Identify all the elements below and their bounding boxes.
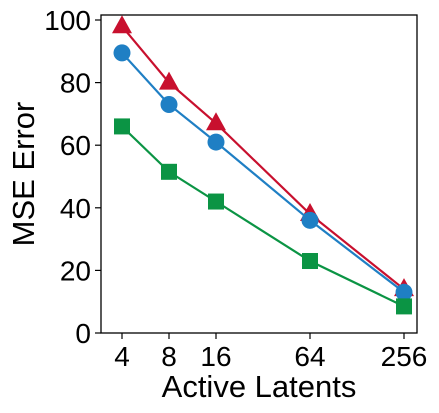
data-point bbox=[396, 298, 412, 315]
plot-series bbox=[112, 15, 414, 315]
data-point bbox=[395, 283, 413, 301]
x-axis-label: Active Latents bbox=[162, 369, 357, 404]
data-point bbox=[112, 15, 132, 34]
plot-frame bbox=[100, 14, 418, 334]
series-line bbox=[121, 125, 405, 308]
data-point bbox=[160, 96, 178, 114]
y-axis-label: MSE Error bbox=[6, 102, 41, 247]
y-tick-label: 100 bbox=[44, 5, 91, 36]
series-triangle bbox=[112, 15, 414, 297]
x-tick-label: 256 bbox=[381, 341, 428, 372]
data-point bbox=[161, 163, 177, 180]
x-tick-label: 16 bbox=[200, 341, 231, 372]
y-tick-label: 40 bbox=[60, 193, 91, 224]
y-tick-label: 80 bbox=[60, 68, 91, 99]
data-point bbox=[207, 133, 225, 151]
data-point bbox=[113, 44, 131, 62]
x-tick-label: 8 bbox=[161, 341, 177, 372]
series-circle bbox=[113, 44, 413, 301]
series-line bbox=[121, 25, 405, 291]
y-tick-label: 20 bbox=[60, 255, 91, 286]
data-point bbox=[206, 112, 226, 131]
y-axis-ticks: 0 20 40 60 80 100 bbox=[44, 5, 101, 349]
data-point bbox=[114, 118, 130, 135]
y-tick-label: 0 bbox=[75, 318, 91, 349]
data-point bbox=[301, 211, 319, 229]
data-point bbox=[159, 71, 179, 90]
series-square bbox=[114, 118, 412, 315]
data-point bbox=[208, 193, 224, 210]
x-axis-ticks: 4 8 16 64 256 bbox=[114, 333, 427, 372]
x-tick-label: 64 bbox=[294, 341, 325, 372]
x-tick-label: 4 bbox=[114, 341, 130, 372]
y-tick-label: 60 bbox=[60, 130, 91, 161]
data-point bbox=[302, 253, 318, 270]
